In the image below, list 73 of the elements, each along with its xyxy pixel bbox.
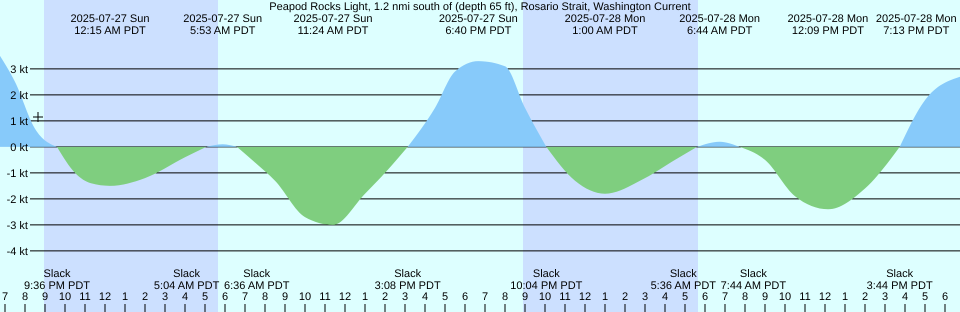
y-tick-label: -1 kt bbox=[6, 168, 28, 180]
x-tick-label: 5 bbox=[682, 291, 688, 303]
x-tick-label: 4 bbox=[422, 291, 428, 303]
x-tick-label: 4 bbox=[662, 291, 668, 303]
y-tick-label: 1 kt bbox=[10, 116, 28, 128]
y-tick-label: -3 kt bbox=[6, 220, 28, 232]
x-tick-label: 9 bbox=[522, 291, 528, 303]
annotation: Slack 10:04 PM PDT bbox=[510, 268, 583, 292]
x-tick-label: 5 bbox=[202, 291, 208, 303]
annotation: 2025-07-28 Mon 7:13 PM PDT bbox=[876, 13, 957, 37]
x-tick-label: 5 bbox=[922, 291, 928, 303]
x-tick-label: 6 bbox=[222, 291, 228, 303]
annotation: Slack 7:44 AM PDT bbox=[720, 268, 786, 292]
annotation: 2025-07-27 Sun 11:24 AM PDT bbox=[294, 13, 372, 37]
x-tick-label: 1 bbox=[362, 291, 368, 303]
x-tick-label: 10 bbox=[298, 291, 312, 303]
x-tick-label: 12 bbox=[578, 291, 592, 303]
x-tick-label: 7 bbox=[2, 291, 8, 303]
annotation: 2025-07-28 Mon 12:09 PM PDT bbox=[788, 13, 868, 37]
x-tick-label: 9 bbox=[42, 291, 48, 303]
x-tick-label: 8 bbox=[22, 291, 28, 303]
x-tick-label: 2 bbox=[142, 291, 148, 303]
x-tick-label: 3 bbox=[882, 291, 888, 303]
x-tick-label: 11 bbox=[799, 291, 811, 303]
x-tick-label: 6 bbox=[702, 291, 708, 303]
x-tick-label: 9 bbox=[282, 291, 288, 303]
annotation: 2025-07-27 Sun 12:15 AM PDT bbox=[70, 13, 150, 37]
x-tick-label: 10 bbox=[58, 291, 72, 303]
x-tick-label: 2 bbox=[622, 291, 628, 303]
x-tick-label: 8 bbox=[502, 291, 508, 303]
annotation: Slack 5:36 AM PDT bbox=[650, 268, 716, 292]
x-tick-label: 12 bbox=[338, 291, 352, 303]
x-tick-label: 8 bbox=[262, 291, 268, 303]
annotation: Slack 3:08 PM PDT bbox=[374, 268, 441, 292]
y-tick-label: -4 kt bbox=[6, 246, 28, 258]
annotation: Slack 3:44 PM PDT bbox=[866, 268, 933, 292]
y-tick-label: 0 kt bbox=[10, 142, 28, 154]
x-tick-label: 12 bbox=[98, 291, 112, 303]
annotation: Slack 9:36 PM PDT bbox=[24, 268, 90, 292]
chart-title: Peapod Rocks Light, 1.2 nmi south of (depth 65 ft), Rosario Strait, Washington Current bbox=[269, 1, 691, 13]
x-tick-label: 7 bbox=[242, 291, 248, 303]
x-tick-label: 2 bbox=[862, 291, 868, 303]
x-tick-label: 8 bbox=[742, 291, 748, 303]
x-tick-label: 9 bbox=[762, 291, 768, 303]
x-tick-label: 1 bbox=[602, 291, 608, 303]
x-tick-label: 1 bbox=[122, 291, 128, 303]
annotation: Slack 6:36 AM PDT bbox=[224, 268, 290, 292]
x-tick-label: 11 bbox=[559, 291, 571, 303]
x-tick-label: 7 bbox=[722, 291, 728, 303]
x-tick-label: 4 bbox=[902, 291, 908, 303]
x-tick-label: 1 bbox=[842, 291, 848, 303]
y-tick-label: 2 kt bbox=[10, 90, 28, 102]
x-tick-label: 12 bbox=[818, 291, 832, 303]
x-tick-label: 6 bbox=[942, 291, 948, 303]
x-tick-label: 3 bbox=[402, 291, 408, 303]
x-tick-label: 5 bbox=[442, 291, 448, 303]
x-tick-label: 11 bbox=[319, 291, 331, 303]
x-tick-label: 11 bbox=[79, 291, 91, 303]
x-tick-label: 3 bbox=[642, 291, 648, 303]
annotation: Slack 5:04 AM PDT bbox=[154, 268, 220, 292]
x-tick-label: 3 bbox=[162, 291, 168, 303]
annotation: 2025-07-28 Mon 1:00 AM PDT bbox=[564, 13, 646, 37]
y-tick-label: -2 kt bbox=[6, 194, 28, 206]
x-tick-label: 6 bbox=[462, 291, 468, 303]
x-tick-label: 7 bbox=[482, 291, 488, 303]
x-tick-label: 10 bbox=[538, 291, 552, 303]
x-tick-label: 2 bbox=[382, 291, 388, 303]
annotation: 2025-07-27 Sun 5:53 AM PDT bbox=[183, 13, 262, 37]
annotation: 2025-07-27 Sun 6:40 PM PDT bbox=[438, 13, 518, 37]
x-tick-label: 4 bbox=[182, 291, 188, 303]
y-tick-label: 3 kt bbox=[10, 64, 28, 76]
x-tick-label: 10 bbox=[778, 291, 792, 303]
annotation: 2025-07-28 Mon 6:44 AM PDT bbox=[679, 13, 760, 37]
